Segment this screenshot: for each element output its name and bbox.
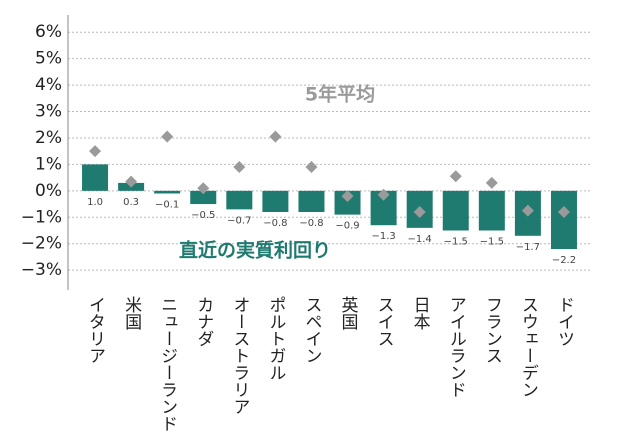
series-label: 直近の実質利回り: [179, 239, 331, 262]
average-marker: [89, 145, 102, 158]
x-tick-label: 米国: [121, 296, 142, 330]
y-tick-label: 2%: [35, 128, 62, 148]
x-tick-label: スペイン: [301, 296, 321, 364]
bar: [226, 190, 253, 210]
y-tick-label: 3%: [35, 102, 62, 122]
x-tick-label: 日本: [410, 296, 431, 330]
x-tick-label: アイルランド: [446, 296, 466, 398]
bar: [190, 190, 217, 205]
x-tick-label: スイス: [374, 296, 394, 347]
value-label: −0.7: [227, 215, 251, 226]
value-label: 0.3: [123, 197, 139, 208]
average-marker: [341, 190, 354, 203]
value-label: 1.0: [87, 197, 103, 208]
bar: [442, 190, 469, 231]
y-tick-label: 5%: [35, 49, 62, 69]
value-label: −1.3: [371, 231, 395, 242]
y-tick-label: 1%: [35, 154, 62, 174]
average-marker: [413, 205, 426, 218]
x-tick-label: オーストラリア: [229, 296, 249, 415]
y-tick-label: 4%: [35, 75, 62, 95]
value-label: −0.5: [191, 210, 215, 221]
average-marker: [377, 188, 390, 201]
value-label: −2.2: [552, 255, 576, 266]
x-tick-label: イタリア: [85, 296, 105, 364]
x-tick-label: ドイツ: [554, 296, 574, 347]
average-marker: [521, 204, 534, 217]
value-label: −1.5: [444, 237, 468, 248]
value-label: −0.8: [263, 218, 287, 229]
bar: [82, 164, 109, 191]
x-tick-label: カナダ: [193, 296, 213, 347]
value-label: −0.1: [155, 199, 179, 210]
y-tick-label: −3%: [21, 260, 62, 280]
average-marker: [449, 170, 462, 183]
bar: [154, 190, 181, 194]
average-marker: [557, 205, 570, 218]
y-tick-label: 6%: [35, 22, 62, 42]
bar: [262, 190, 289, 212]
average-marker: [485, 176, 498, 189]
value-label: −1.5: [480, 237, 504, 248]
x-tick-label: ポルトガル: [265, 296, 285, 381]
y-tick-label: −1%: [21, 207, 62, 227]
bar: [550, 190, 577, 250]
value-label: −1.4: [408, 234, 432, 245]
average-marker: [125, 175, 138, 188]
average-marker: [269, 130, 282, 143]
value-label: −0.9: [335, 221, 359, 232]
average-marker: [161, 130, 174, 143]
x-tick-label: スウェーデン: [518, 296, 538, 398]
x-tick-label: ニュージーランド: [157, 296, 177, 432]
average-marker: [233, 161, 246, 174]
x-tick-label: フランス: [482, 296, 502, 364]
value-label: −0.8: [299, 218, 323, 229]
bar: [298, 190, 325, 212]
bar: [334, 190, 361, 215]
average-marker: [197, 182, 210, 195]
value-label: −1.7: [516, 242, 540, 253]
x-tick-label: 英国: [338, 296, 359, 330]
y-tick-label: −2%: [21, 234, 62, 254]
bar: [478, 190, 505, 231]
series-label: 5年平均: [305, 83, 375, 106]
y-tick-label: 0%: [35, 181, 62, 201]
average-marker: [305, 161, 318, 174]
